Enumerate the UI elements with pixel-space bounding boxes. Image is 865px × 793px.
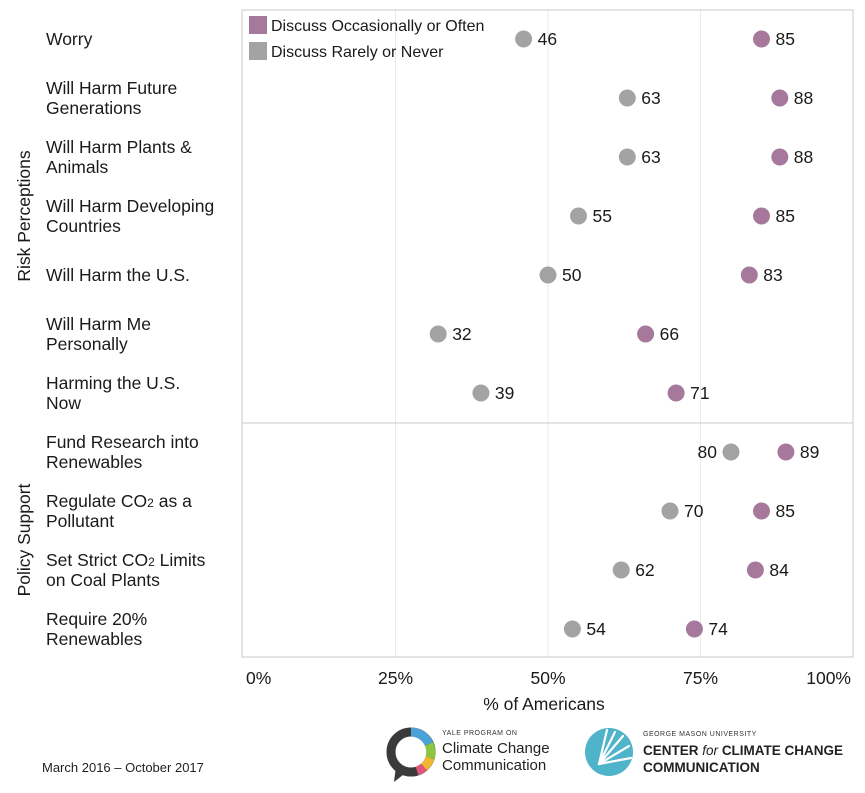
plot-frame <box>241 9 854 658</box>
label-occasionally: 84 <box>769 560 789 580</box>
category-label: Fund Research into Renewables <box>46 432 199 472</box>
gmu-logo-line1-b: for <box>702 743 718 758</box>
dot-occasionally <box>771 89 789 107</box>
label-rarely: 50 <box>562 265 582 285</box>
category-label: Harming the U.S. Now <box>46 373 180 413</box>
label-rarely: 54 <box>586 619 606 639</box>
dot-rarely <box>472 384 490 402</box>
gmu-logo-line2: COMMUNICATION <box>643 760 760 775</box>
legend-label-rarely: Discuss Rarely or Never <box>271 44 444 61</box>
dot-rarely <box>722 443 740 461</box>
legend: Discuss Occasionally or Often Discuss Rar… <box>249 16 484 61</box>
label-occasionally: 83 <box>763 265 782 285</box>
yale-program-logo: YALE PROGRAM ON Climate Change Communica… <box>386 727 550 782</box>
label-rarely: 55 <box>593 206 612 226</box>
yale-speech-bubble-icon <box>386 727 436 782</box>
dot-occasionally <box>753 30 770 48</box>
date-range: March 2016 – October 2017 <box>42 760 204 775</box>
gmu-logo-line1-a: CENTER <box>643 743 699 758</box>
category-label: Will Harm the U.S. <box>46 265 190 285</box>
label-rarely: 62 <box>635 560 654 580</box>
dot-occasionally <box>771 148 789 166</box>
label-occasionally: 85 <box>776 501 795 521</box>
label-rarely: 70 <box>684 501 704 521</box>
label-occasionally: 88 <box>794 147 813 167</box>
label-rarely: 46 <box>538 29 557 49</box>
label-rarely: 80 <box>698 442 718 462</box>
legend-swatch-rarely <box>249 42 267 60</box>
x-tick-100: 100% <box>806 668 851 688</box>
dot-rarely <box>618 89 636 107</box>
grid-lines <box>395 10 701 657</box>
data-marks: 46 85 63 88 63 88 55 85 50 83 32 66 39 71 80 89 70 85 62 84… <box>429 29 819 639</box>
dot-rarely <box>612 561 630 579</box>
dot-occasionally <box>746 561 764 579</box>
dot-occasionally <box>637 325 655 343</box>
category-label: Will Harm Me Personally <box>46 314 151 354</box>
dot-rarely <box>618 148 636 166</box>
label-occasionally: 66 <box>660 324 679 344</box>
category-label: Require 20% Renewables <box>46 609 147 649</box>
category-label: Will Harm Developing Countries <box>46 196 214 236</box>
gmu-logo-line1-c: CLIMATE CHANGE <box>722 743 843 758</box>
dot-rarely <box>539 266 557 284</box>
x-tick-25: 25% <box>378 668 413 688</box>
label-occasionally: 85 <box>776 206 795 226</box>
yale-logo-line1: Climate Change <box>442 740 550 757</box>
legend-swatch-occasionally <box>249 16 267 34</box>
gmu-logo-small-text: GEORGE MASON UNIVERSITY <box>643 731 757 738</box>
x-tick-0: 0% <box>246 668 271 688</box>
category-labels: Worry Will Harm Future Generations Will Har… <box>46 29 214 649</box>
label-occasionally: 85 <box>776 29 795 49</box>
dot-rarely <box>429 325 447 343</box>
label-occasionally: 71 <box>690 383 709 403</box>
x-tick-labels: 0% 25% 50% 75% 100% <box>246 668 851 688</box>
legend-label-occasionally: Discuss Occasionally or Often <box>271 18 484 35</box>
dot-occasionally <box>777 443 795 461</box>
group-label-1: Policy Support <box>14 483 34 596</box>
dot-occasionally <box>740 266 758 284</box>
dot-rarely <box>661 502 679 520</box>
category-label: Regulate CO2 as a Pollutant <box>46 491 192 531</box>
x-axis-label: % of Americans <box>483 694 605 714</box>
dot-occasionally <box>685 620 703 638</box>
gmu-logo-line1: CENTER for CLIMATE CHANGE <box>643 743 843 758</box>
category-label: Set Strict CO2 Limits on Coal Plants <box>46 550 206 590</box>
label-occasionally: 88 <box>794 88 813 108</box>
group-labels: Risk Perceptions Policy Support <box>14 150 34 596</box>
yale-logo-line2: Communication <box>442 757 546 774</box>
label-rarely: 32 <box>452 324 471 344</box>
category-label: Worry <box>46 29 93 49</box>
dot-rarely <box>515 30 533 48</box>
label-rarely: 63 <box>641 88 660 108</box>
label-rarely: 39 <box>495 383 514 403</box>
label-occasionally: 89 <box>800 442 819 462</box>
label-rarely: 63 <box>641 147 660 167</box>
group-label-0: Risk Perceptions <box>14 150 34 282</box>
gmu-burst-icon <box>585 728 633 776</box>
x-tick-50: 50% <box>530 668 565 688</box>
category-label: Will Harm Plants & Animals <box>46 137 192 177</box>
dot-rarely <box>570 207 587 225</box>
category-label: Will Harm Future Generations <box>46 78 177 118</box>
dot-occasionally <box>667 384 685 402</box>
label-occasionally: 74 <box>708 619 728 639</box>
gmu-center-logo: GEORGE MASON UNIVERSITY CENTER for CLIMA… <box>585 728 843 776</box>
x-tick-75: 75% <box>683 668 718 688</box>
dot-occasionally <box>753 207 770 225</box>
dot-occasionally <box>753 502 770 520</box>
yale-logo-small-text: YALE PROGRAM ON <box>442 730 517 737</box>
dot-rarely <box>563 620 581 638</box>
